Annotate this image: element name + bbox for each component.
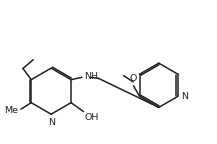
Text: O: O	[130, 74, 137, 83]
Text: N: N	[181, 92, 188, 101]
Text: NH: NH	[84, 72, 98, 81]
Text: N: N	[48, 118, 55, 127]
Text: OH: OH	[84, 113, 99, 122]
Text: Me: Me	[5, 106, 18, 115]
